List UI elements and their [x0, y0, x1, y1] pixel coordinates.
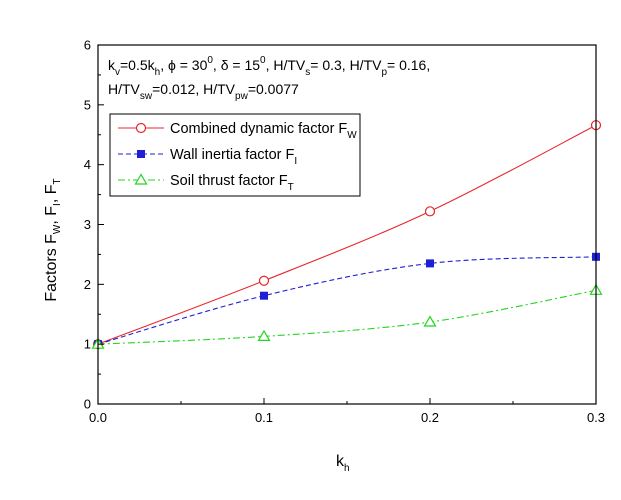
- y-tick-label: 6: [84, 38, 91, 53]
- legend-label: Soil thrust factor FT: [170, 173, 294, 193]
- y-tick-label: 5: [84, 97, 91, 112]
- legend-label: Wall inertia factor FI: [170, 147, 297, 167]
- y-tick-label: 4: [84, 157, 91, 172]
- series-line-W: [97, 124, 597, 345]
- legend-label: Combined dynamic factor FW: [170, 121, 357, 141]
- data-point-W: [258, 275, 270, 286]
- data-point-T: [257, 329, 271, 341]
- data-point-W: [424, 206, 436, 217]
- y-tick-label: 3: [84, 217, 91, 232]
- x-axis-label: kh: [336, 453, 350, 474]
- x-tick-label: 0.2: [421, 410, 439, 425]
- series-line-T: [97, 289, 597, 345]
- plot-frame: [97, 44, 597, 405]
- x-axis-ticks: 0.0 0.1 0.2 0.3: [89, 398, 605, 425]
- annotation-line-1: kv=0.5kh, ϕ = 300, δ = 150, H/TVs= 0.3, …: [108, 55, 430, 78]
- y-axis-ticks: 0 1 2 3 4 5 6: [84, 38, 104, 412]
- x-tick-label: 0.0: [89, 410, 107, 425]
- data-point-T: [423, 315, 437, 327]
- data-point-I: [260, 291, 268, 300]
- x-tick-label: 0.1: [255, 410, 273, 425]
- legend-marker: [135, 122, 147, 134]
- y-tick-label: 2: [84, 277, 91, 292]
- x-tick-label: 0.3: [587, 410, 605, 425]
- y-axis-label: Factors FW, FI, FT: [43, 178, 63, 301]
- legend-marker: [134, 173, 148, 185]
- legend: Combined dynamic factor FW Wall inertia f…: [109, 113, 361, 197]
- series-line-I: [97, 256, 597, 345]
- y-tick-label: 1: [84, 337, 91, 352]
- series-curves: [97, 124, 597, 345]
- legend-marker: [137, 150, 145, 158]
- annotation-line-2: H/TVsw=0.012, H/TVpw=0.0077: [108, 81, 299, 102]
- y-tick-label: 0: [84, 397, 91, 412]
- data-point-I: [426, 259, 434, 268]
